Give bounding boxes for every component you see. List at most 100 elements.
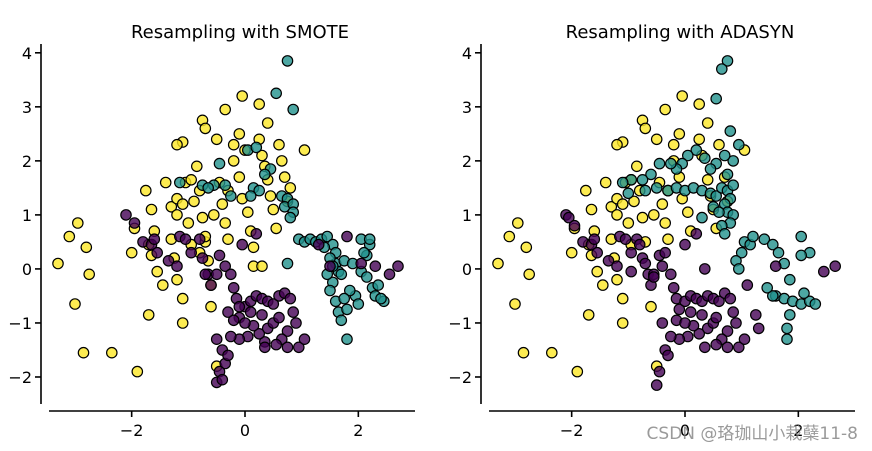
x-tick-label: 2 (793, 421, 803, 440)
series-class-yellow (52, 90, 311, 378)
scatter-point (80, 241, 93, 254)
y-tick-label: 3 (462, 98, 472, 117)
scatter-point (72, 217, 84, 229)
scatter-point (749, 309, 762, 321)
scatter-point (565, 246, 578, 259)
scatter-point (783, 273, 796, 286)
scatter-point (145, 203, 158, 216)
scatter-point (693, 133, 705, 146)
scatter-point (684, 306, 697, 318)
series-class-purple (120, 209, 404, 389)
y-tick-label: 4 (22, 44, 32, 63)
scatter-point (798, 287, 810, 299)
scatter-point (369, 260, 382, 272)
series-class-purple (560, 209, 841, 391)
scatter-point (645, 300, 657, 313)
scatter-point (106, 346, 118, 359)
scatter-point (174, 176, 186, 189)
scatter-point (140, 184, 152, 197)
scatter-point (148, 233, 161, 245)
scatter-point (619, 233, 632, 245)
scatter-point (242, 206, 254, 218)
scatter-point (696, 211, 708, 224)
scatter-point (151, 265, 163, 278)
scatter-point (171, 138, 183, 151)
y-tick-label: 1 (22, 206, 32, 225)
scatter-point (281, 55, 294, 67)
scatter-point (270, 87, 282, 100)
y-tick-label: −1 (448, 314, 472, 333)
scatter-point (233, 171, 246, 183)
scatter-point (335, 314, 348, 327)
scatter-point (185, 174, 197, 186)
scatter-point (713, 138, 725, 151)
panel-adasyn: Resampling with ADASYN −2 −1 0 1 2 3 4 −2 0 2 (448, 22, 855, 440)
scatter-point (292, 341, 305, 354)
scatter-point (375, 292, 387, 305)
scatter-point (219, 217, 231, 229)
scatter-point (690, 228, 703, 240)
scatter-point (219, 179, 231, 191)
scatter-point (182, 217, 195, 229)
scatter-point (701, 117, 714, 129)
x-tick-label: −2 (120, 421, 144, 440)
scatter-point (741, 279, 754, 291)
scatter-point (341, 303, 353, 316)
scatter-point (69, 298, 81, 310)
scatter-point (225, 190, 237, 202)
scatter-point (157, 279, 169, 291)
scatter-point (219, 260, 231, 272)
scatter-point (520, 241, 533, 254)
scatter-point (571, 365, 584, 378)
scatter-point (622, 217, 635, 229)
scatter-point (588, 233, 601, 245)
scatter-point (222, 306, 234, 318)
scatter-point (721, 325, 734, 337)
scatter-point (562, 211, 575, 224)
scatter-point (704, 163, 717, 175)
chart-title: Resampling with ADASYN (566, 22, 795, 43)
scatter-point (713, 206, 725, 218)
scatter-point (298, 333, 311, 345)
scatter-point (208, 209, 220, 221)
scatter-point (258, 341, 271, 354)
scatter-point (256, 260, 268, 272)
scatter-point (673, 303, 686, 316)
scatter-point (698, 152, 711, 164)
scatter-point (193, 233, 206, 245)
scatter-point (128, 217, 141, 229)
scatter-point (647, 271, 660, 283)
scatter-point (281, 341, 294, 354)
scatter-point (227, 138, 240, 151)
x-tick-label: 2 (353, 421, 363, 440)
scatter-point (783, 309, 796, 321)
scatter-point (227, 281, 240, 294)
y-tick-label: 2 (462, 152, 472, 171)
scatter-point (503, 230, 516, 243)
scatter-point (647, 209, 660, 221)
scatter-point (625, 265, 637, 278)
scatter-point (225, 268, 237, 281)
scatter-point (693, 98, 705, 110)
scatter-point (171, 209, 183, 221)
scatter-point (645, 168, 657, 181)
scatter-point (633, 238, 646, 251)
scatter-point (355, 257, 367, 270)
scatter-point (639, 257, 652, 270)
scatter-point (321, 230, 333, 243)
scatter-point (662, 349, 674, 362)
scatter-point (358, 246, 370, 259)
x-tick-label: 0 (240, 421, 250, 440)
scatter-point (131, 365, 144, 378)
scatter-point (650, 379, 663, 391)
scatter-point (772, 246, 785, 259)
scatter-point (352, 298, 365, 310)
scatter-point (622, 187, 635, 200)
scatter-point (191, 160, 203, 173)
scatter-point (664, 330, 677, 343)
scatter-point (679, 238, 691, 251)
scatter-point (392, 260, 404, 272)
scatter-point (662, 233, 674, 245)
scatter-point (162, 254, 175, 267)
scatter-point (256, 309, 268, 321)
